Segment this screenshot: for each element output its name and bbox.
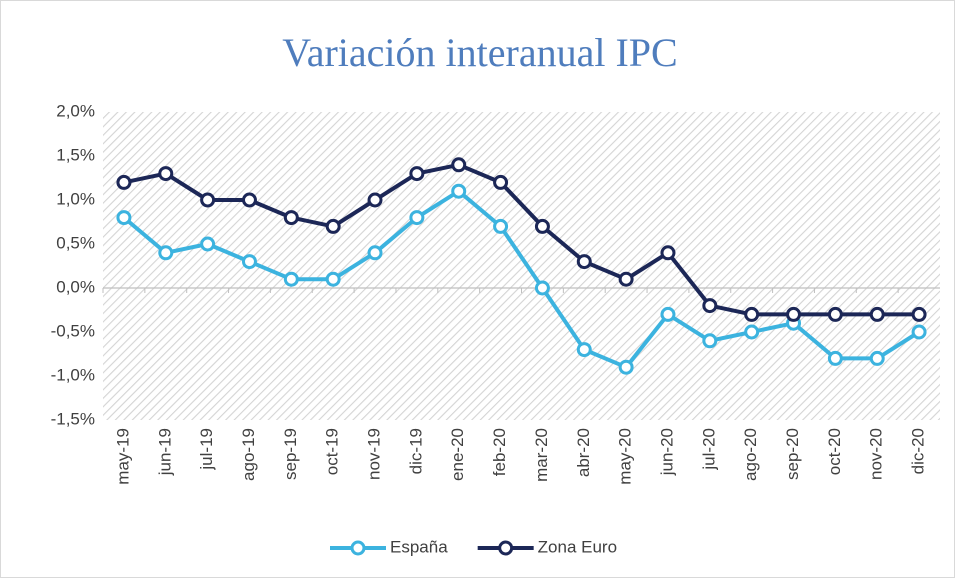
point [158,166,174,182]
point [409,210,425,226]
point [534,218,550,234]
point [660,245,676,261]
point [576,254,592,270]
y-tick-label: -0,5% [51,321,95,340]
point [911,324,927,340]
x-tick-label: jul-20 [699,428,718,471]
y-tick-label: -1,5% [51,409,95,428]
point [200,236,216,252]
point [618,359,634,375]
point [576,342,592,358]
point [283,210,299,226]
point [786,306,802,322]
x-tick-label: ago-19 [239,428,258,481]
point [325,218,341,234]
point [744,306,760,322]
x-tick-label: may-20 [616,428,635,485]
x-tick-label: dic-19 [406,428,425,474]
x-tick-label: feb-20 [490,428,509,476]
x-tick-label: may-19 [113,428,132,485]
y-tick-label: 1,0% [56,189,95,208]
point [869,350,885,366]
point [451,183,467,199]
y-tick-label: 2,0% [56,101,95,120]
point [744,324,760,340]
point [200,192,216,208]
x-tick-label: jun-19 [155,428,174,476]
legend-label: Zona Euro [538,537,617,556]
point [911,306,927,322]
point [116,210,132,226]
point [241,254,257,270]
point [325,271,341,287]
y-tick-label: -1,0% [51,365,95,384]
x-tick-label: oct-19 [323,428,342,475]
x-tick-label: jun-20 [657,428,676,476]
x-tick-label: sep-20 [783,428,802,480]
point [241,192,257,208]
plot-area [103,112,940,420]
point [493,174,509,190]
x-tick-label: jul-19 [197,428,216,471]
y-tick-label: 0,0% [56,277,95,296]
point [367,245,383,261]
point [493,218,509,234]
point [618,271,634,287]
x-tick-label: ago-20 [741,428,760,481]
x-tick-label: nov-20 [867,428,886,480]
point [702,298,718,314]
point [827,350,843,366]
point [702,333,718,349]
point [283,271,299,287]
point [451,157,467,173]
legend-marker [498,540,514,556]
x-tick-label: nov-19 [365,428,384,480]
point [869,306,885,322]
point [116,174,132,190]
y-tick-label: 1,5% [56,145,95,164]
point [367,192,383,208]
legend-label: España [390,537,448,556]
x-tick-label: dic-20 [909,428,928,474]
x-tick-label: mar-20 [532,428,551,482]
point [827,306,843,322]
point [534,280,550,296]
x-tick-label: abr-20 [574,428,593,477]
x-tick-label: oct-20 [825,428,844,475]
y-tick-label: 0,5% [56,233,95,252]
point [409,166,425,182]
x-tick-label: ene-20 [448,428,467,481]
x-tick-label: sep-19 [281,428,300,480]
point [158,245,174,261]
point [660,306,676,322]
chart-title: Variación interanual IPC [282,30,677,75]
legend-marker [350,540,366,556]
